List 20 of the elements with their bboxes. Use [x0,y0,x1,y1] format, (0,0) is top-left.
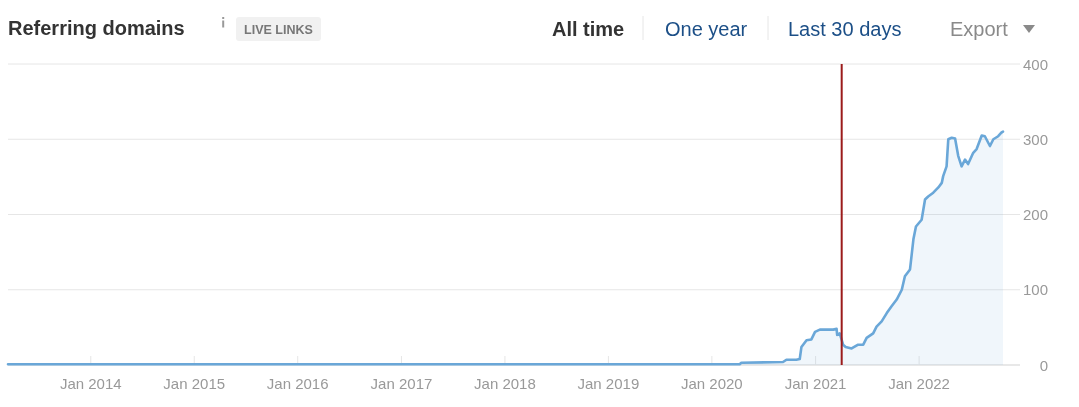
y-tick-label: 300 [1022,130,1048,148]
text: One year [665,18,748,40]
y-tick-label: 100 [1022,281,1048,299]
x-tick-label: Jan 2022 [888,374,950,392]
x-tick-label: Jan 2019 [577,374,640,392]
chart-title: Referring domains [8,17,185,39]
text: Last 30 days [788,18,902,40]
x-tick-label: Jan 2021 [784,374,847,392]
x-tick-label: Jan 2015 [163,374,226,392]
text: All time [552,18,625,40]
y-tick-label: 400 [1022,55,1048,73]
x-tick-label: Jan 2018 [474,374,536,392]
x-tick-label: Jan 2014 [59,374,122,392]
y-tick-label: 0 [1039,356,1048,374]
y-tick-label: 200 [1022,206,1048,223]
chart-subtitle: LIVE LINKS [244,23,313,37]
x-tick-label: Jan 2020 [681,374,743,392]
text: Export [950,18,1009,40]
x-tick-label: Jan 2016 [266,374,329,392]
x-tick-label: Jan 2017 [370,374,433,392]
